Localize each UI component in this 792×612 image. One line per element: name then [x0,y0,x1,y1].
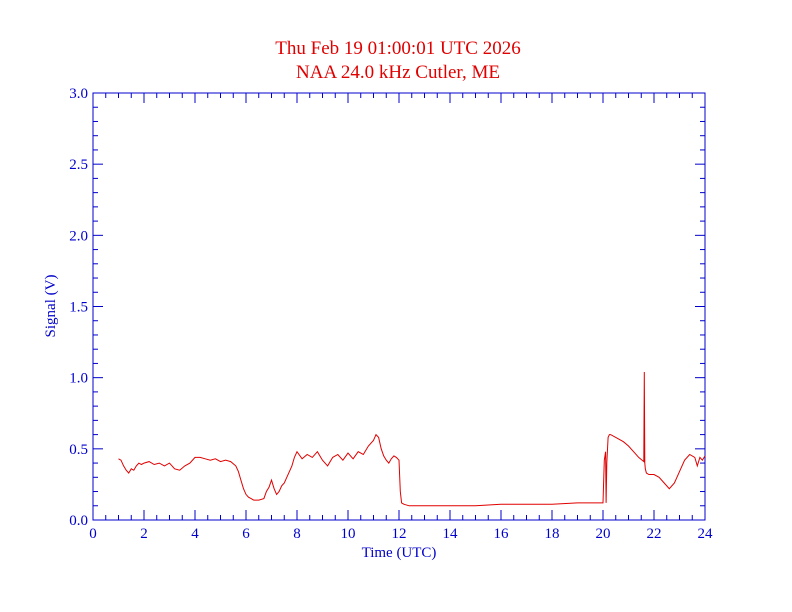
plot-frame [92,92,706,521]
x-axis-label: Time (UTC) [362,545,437,561]
y-tick-label: 1.5 [69,300,88,316]
y-tick-label: 0.0 [69,513,88,529]
x-tick-label: 2 [140,526,148,542]
chart-title: Thu Feb 19 01:00:01 UTC 2026 [275,38,520,59]
x-tick-label: 24 [698,526,714,542]
y-tick-label: 2.0 [69,228,88,244]
x-tick-label: 14 [443,526,459,542]
y-tick-label: 3.0 [69,86,88,102]
x-tick-label: 12 [392,526,407,542]
x-tick-labels: 0 2 4 6 8 10 12 14 16 18 20 22 24 [89,526,713,542]
x-tick-label: 4 [191,526,199,542]
x-tick-label: 22 [647,526,662,542]
x-tick-label: 0 [89,526,97,542]
x-tick-label: 10 [341,526,356,542]
y-axis-label: Signal (V) [43,275,59,338]
y-tick-label: 2.5 [69,157,88,173]
x-tick-label: 16 [494,526,510,542]
y-tick-labels: 0.0 0.5 1.0 1.5 2.0 2.5 3.0 [69,86,88,529]
y-tick-label: 0.5 [69,442,88,458]
x-tick-label: 6 [242,526,250,542]
chart-subtitle: NAA 24.0 kHz Cutler, ME [296,62,500,83]
x-tick-label: 8 [293,526,301,542]
data-series [118,371,706,507]
y-tick-label: 1.0 [69,371,88,387]
series-line [118,371,706,507]
x-tick-label: 18 [545,526,560,542]
x-tick-label: 20 [596,526,611,542]
tick-marks [92,92,706,521]
